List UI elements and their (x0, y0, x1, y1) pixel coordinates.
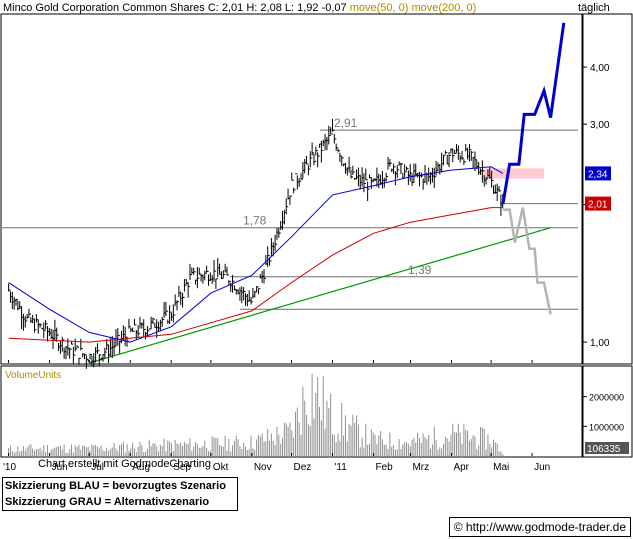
x-tick-label: Jun (52, 462, 68, 473)
level-label: 1,78 (243, 214, 267, 228)
trendline (89, 227, 551, 364)
scenario-legend-blue: Skizzierung BLAU = bevorzugtes Szenario (5, 480, 226, 492)
time-x-axis: '10 Jun Jul Aug Sep Okt Nov Dez '11 Feb Mrz Apr Mai J… (3, 360, 550, 473)
x-tick-label: Aug (132, 462, 150, 473)
price-panel (0, 13, 583, 365)
price-badge (585, 196, 611, 211)
scenario-sketches (501, 22, 566, 315)
price-badge-label: 2,01 (588, 200, 608, 211)
volume-tick-label: 2000000 (589, 393, 624, 403)
resistance-zone (483, 168, 544, 179)
scenario-legend-gray: Skizzierung GRAU = Alternativszenario (5, 496, 210, 508)
volume-axis-panel (582, 365, 633, 458)
x-tick-label: Sep (173, 462, 191, 473)
volume-last-badge (585, 442, 629, 454)
volume-y-axis: 1000000 2000000 106335 (583, 393, 629, 455)
volume-last-label: 106335 (587, 444, 621, 455)
x-tick-label: '10 (3, 462, 16, 473)
x-tick-label: Mai (493, 462, 509, 473)
ma200-line (8, 207, 503, 343)
x-tick-label: Apr (453, 462, 469, 473)
price-badge-label: 2,34 (588, 169, 608, 180)
copyright-icon: © (453, 520, 463, 534)
x-tick-label: Dez (294, 462, 312, 473)
y-tick-label: 4,00 (590, 63, 610, 74)
price-badge (585, 166, 611, 181)
x-tick-label: Jul (91, 462, 104, 473)
y-tick-label: 3,00 (590, 120, 610, 131)
x-tick-label: Feb (375, 462, 393, 473)
chart-header: Minco Gold Corporation Common Shares C: … (3, 2, 476, 14)
price-badges: 2,34 2,01 (585, 166, 611, 211)
scenario-gray-path (503, 207, 552, 315)
x-tick-label: Nov (254, 462, 272, 473)
chart-credit: Chart erstellt mit GodmodeCharting (38, 458, 212, 470)
scenario-blue-path (501, 22, 566, 204)
interval-label: täglich (578, 2, 610, 14)
x-tick-label: Mrz (412, 462, 429, 473)
horizontal-levels: 2,91 1,78 1,39 (2, 116, 578, 310)
trendline-group (89, 227, 551, 364)
volume-tick-label: 1000000 (589, 422, 624, 432)
source-link[interactable]: © http://www.godmode-trader.de (448, 517, 631, 537)
price-axis-panel (582, 13, 633, 365)
x-tick-label: Jun (534, 462, 550, 473)
price-bars (8, 118, 505, 369)
resistance-zone-band (483, 168, 544, 179)
level-label: 2,91 (334, 116, 358, 130)
ohlc-readout: C: 2,01 H: 2,08 L: 1,92 -0,07 (207, 2, 347, 14)
ma50-line (8, 166, 504, 343)
x-tick-label: Okt (213, 462, 229, 473)
volume-bars (8, 373, 504, 456)
instrument-title: Minco Gold Corporation Common Shares (3, 2, 205, 14)
moving-average-legend: move(50, 0) move(200, 0) (349, 2, 477, 14)
volume-panel-title: VolumeUnits (5, 370, 61, 381)
level-label: 1,39 (408, 263, 432, 277)
scenario-legend-box: Skizzierung BLAU = bevorzugtes Szenario … (2, 477, 238, 511)
y-tick-label: 1,00 (590, 338, 610, 349)
x-tick-label: '11 (334, 462, 347, 473)
source-url: http://www.godmode-trader.de (465, 520, 626, 534)
moving-averages (8, 166, 504, 343)
